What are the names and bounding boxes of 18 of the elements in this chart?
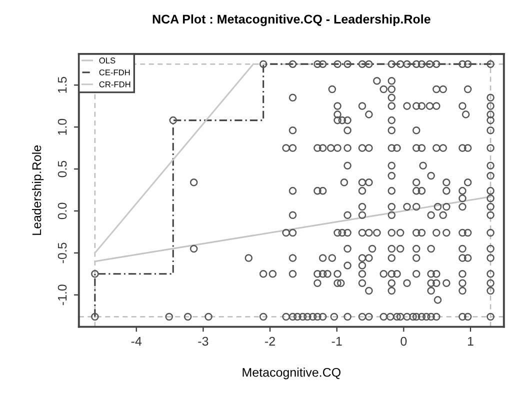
x-axis-title: Metacognitive.CQ: [242, 368, 340, 380]
legend-label: CE-FDH: [99, 69, 130, 76]
legend-label: OLS: [99, 58, 116, 64]
x-tick-label: -2: [265, 336, 275, 346]
y-tick-label: 1.5: [58, 76, 67, 93]
y-axis-title: Leadership.Role: [32, 145, 44, 235]
x-tick-label: 1: [468, 336, 474, 346]
x-tick-label: 0: [400, 336, 407, 346]
x-tick-label: -4: [131, 336, 142, 346]
chart-title: NCA Plot : Metacognitive.CQ - Leadership.Role: [152, 14, 430, 26]
y-tick-label: -1.0: [58, 284, 67, 306]
y-tick-label: 1.0: [58, 118, 67, 135]
y-tick-label: 0.5: [58, 160, 67, 178]
x-tick-label: -1: [332, 336, 342, 346]
x-tick-label: -3: [198, 336, 208, 346]
y-tick-label: 0.0: [58, 202, 67, 220]
y-tick-label: -0.5: [58, 242, 67, 264]
legend-label: CR-FDH: [99, 81, 130, 88]
